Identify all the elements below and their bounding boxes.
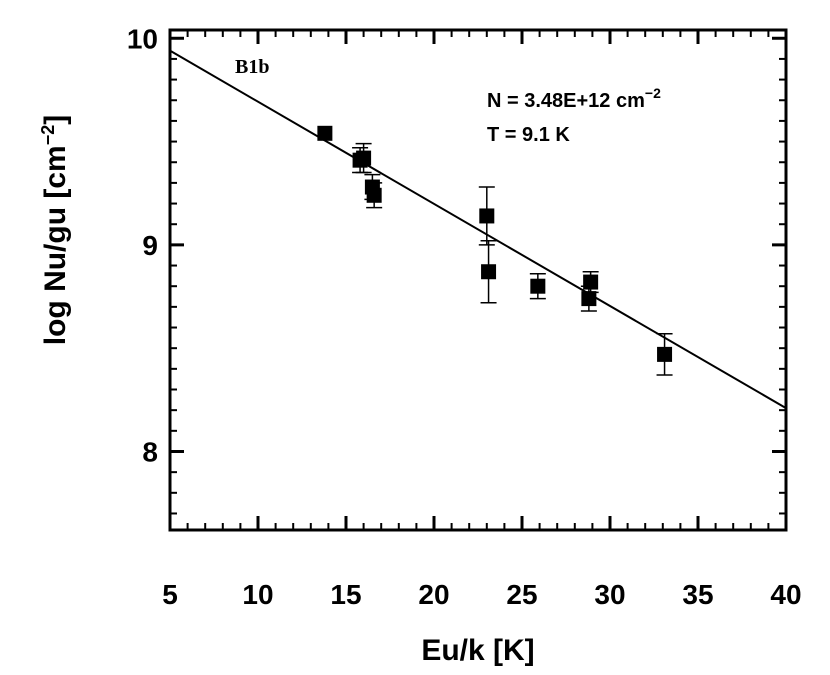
fit-line [169, 49, 787, 409]
point-marker [583, 274, 599, 290]
data-point [529, 273, 546, 300]
y-tick-label: 9 [142, 230, 158, 261]
x-tick-label: 15 [330, 579, 361, 610]
point-marker [479, 208, 495, 224]
data-point [478, 186, 495, 246]
y-tick-label: 8 [142, 436, 158, 467]
plot-frame [168, 28, 788, 532]
point-marker [481, 264, 497, 280]
data-point [656, 332, 673, 376]
data-points [317, 125, 673, 376]
major-ticks [168, 30, 788, 530]
point-marker [356, 150, 372, 166]
data-point [355, 142, 372, 174]
point-marker [657, 346, 673, 362]
data-point [582, 270, 599, 294]
x-tick-label: 20 [418, 579, 449, 610]
annotation-temperature: T = 9.1 K [487, 124, 570, 146]
y-axis-title: log Nu/gu [cm−2] [38, 115, 72, 346]
point-marker [581, 291, 597, 307]
point-marker [317, 125, 333, 141]
x-axis-title: Eu/k [K] [421, 634, 534, 667]
annotation-column-density: N = 3.48E+12 cm−2 [487, 85, 661, 112]
x-tick-label: 40 [770, 579, 801, 610]
x-tick-label: 35 [682, 579, 713, 610]
point-marker [366, 187, 382, 203]
data-point [366, 182, 383, 209]
data-point [480, 239, 497, 304]
source-label: B1b [235, 56, 269, 78]
y-tick-label: 10 [127, 23, 158, 54]
x-tick-label: 10 [242, 579, 273, 610]
x-tick-label: 5 [162, 579, 178, 610]
x-tick-labels: 5 10 15 20 25 30 35 40 [162, 579, 801, 610]
data-point [317, 125, 333, 141]
y-tick-labels: 8 9 10 [127, 23, 158, 467]
x-tick-label: 30 [594, 579, 625, 610]
x-tick-label: 25 [506, 579, 537, 610]
point-marker [530, 278, 546, 294]
